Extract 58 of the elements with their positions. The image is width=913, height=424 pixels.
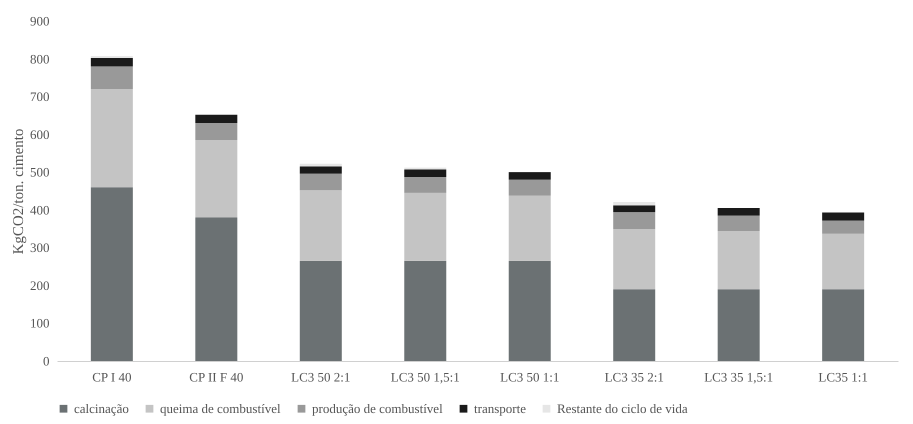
x-tick-label: LC3 50 2:1 <box>291 370 350 384</box>
bar <box>613 289 656 361</box>
bar <box>613 205 656 212</box>
bar <box>195 123 238 140</box>
bar <box>508 180 551 196</box>
bar <box>718 289 760 361</box>
bar <box>718 216 760 232</box>
x-tick-label: LC35 1:1 <box>818 370 868 384</box>
legend-label: calcinação <box>74 400 129 416</box>
legend-label: queima de combustível <box>160 400 281 416</box>
y-tick-label: 400 <box>30 202 50 218</box>
bar <box>613 202 656 206</box>
x-tick-label: LC3 50 1,5:1 <box>390 370 460 384</box>
bar <box>822 234 864 290</box>
bar <box>404 177 446 193</box>
y-tick-label: 900 <box>30 14 50 28</box>
y-axis-title: KgCO2/ton. cimento <box>11 128 27 254</box>
x-tick-label: LC3 50 1:1 <box>500 370 560 384</box>
legend-label: transporte <box>474 400 526 416</box>
bar <box>508 196 551 261</box>
x-tick-label: LC3 35 1,5:1 <box>704 370 774 384</box>
bar <box>90 66 133 89</box>
bar <box>613 212 656 230</box>
bar <box>404 260 446 361</box>
x-tick-label: CP I 40 <box>92 370 132 384</box>
bar <box>300 166 342 174</box>
bar <box>90 89 133 188</box>
y-tick-label: 200 <box>30 278 50 293</box>
bar <box>90 58 133 66</box>
bar <box>822 220 864 234</box>
bar <box>718 231 760 290</box>
bar <box>300 164 342 166</box>
bar <box>508 172 551 180</box>
bar <box>508 260 551 361</box>
bar <box>613 229 656 290</box>
bar <box>195 217 238 361</box>
y-tick-label: 500 <box>30 164 50 180</box>
y-tick-label: 100 <box>30 316 50 331</box>
y-tick-label: 0 <box>43 354 50 368</box>
bar <box>404 169 446 178</box>
y-tick-label: 600 <box>30 126 50 142</box>
legend-label: Restante do ciclo de vida <box>557 400 688 416</box>
x-tick-label: CP II F 40 <box>189 370 244 384</box>
y-tick-label: 800 <box>30 51 50 66</box>
bar <box>195 140 238 218</box>
bar <box>822 289 864 361</box>
x-tick-label: LC3 35 2:1 <box>604 370 664 384</box>
y-tick-label: 700 <box>30 89 50 104</box>
bar <box>822 212 864 220</box>
y-tick-label: 300 <box>30 240 50 256</box>
bar <box>90 187 133 361</box>
bar <box>300 174 342 190</box>
bar <box>718 208 760 216</box>
bar <box>300 190 342 261</box>
bar <box>404 192 446 261</box>
bar <box>195 114 238 123</box>
bar <box>300 260 342 361</box>
legend-label: produção de combustível <box>312 400 444 416</box>
